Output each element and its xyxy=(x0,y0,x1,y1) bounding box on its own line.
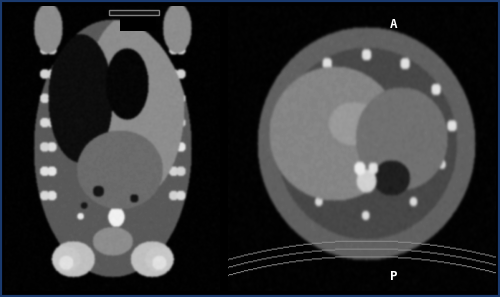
Text: P: P xyxy=(390,270,397,283)
Bar xyxy=(120,17,156,31)
Text: A: A xyxy=(390,18,397,31)
Bar xyxy=(109,10,159,15)
